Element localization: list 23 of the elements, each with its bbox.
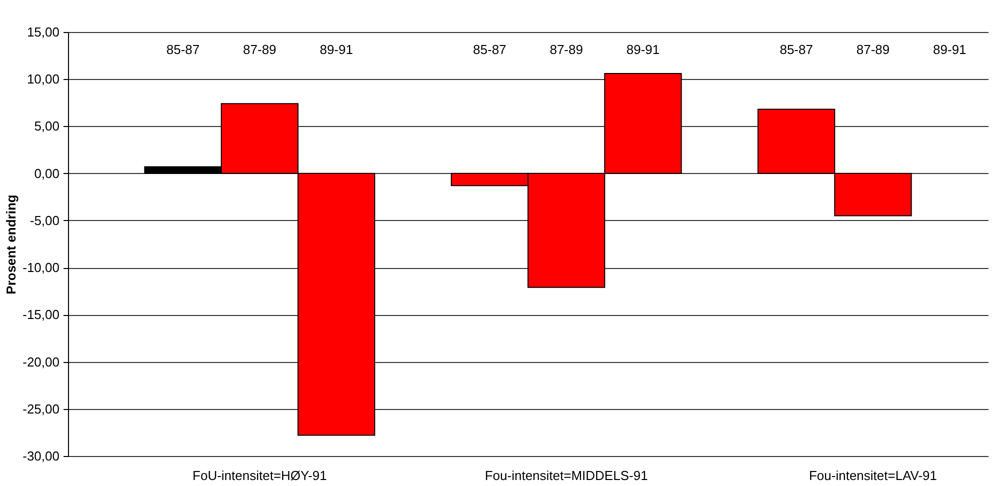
x-tick-label: 89-91 (626, 42, 660, 57)
y-tick-label: 10,00 (26, 72, 60, 87)
x-tick-label: 85-87 (780, 42, 813, 57)
x-tick-label: 89-91 (933, 42, 966, 57)
y-tick-label: 0,00 (34, 166, 60, 181)
y-tick-label: -5,00 (30, 212, 60, 228)
text: FoU-intensitet=HØY-91 (192, 468, 327, 483)
x-tick-label: 87-89 (856, 42, 890, 57)
x-tick-label: 87-89 (550, 42, 583, 57)
text: Fou-intensitet=LAV-91 (808, 468, 938, 483)
x-tick-label: 85-87 (473, 42, 506, 57)
y-tick-label: 15,00 (26, 24, 60, 40)
y-tick-label: -10,00 (22, 260, 60, 276)
y-axis-title: Prosent endring (4, 194, 19, 294)
x-tick-label: 89-91 (320, 42, 353, 57)
y-tick-label: -25,00 (22, 401, 60, 416)
y-tick-label: -30,00 (22, 448, 60, 464)
text: Fou-intensitet=MIDDELS-91 (484, 468, 648, 483)
y-tick-label: -20,00 (22, 354, 60, 370)
x-tick-label: 87-89 (243, 42, 276, 57)
y-tick-label: -15,00 (22, 307, 60, 322)
x-tick-label: 85-87 (166, 42, 200, 57)
y-tick-label: 5,00 (34, 118, 60, 134)
